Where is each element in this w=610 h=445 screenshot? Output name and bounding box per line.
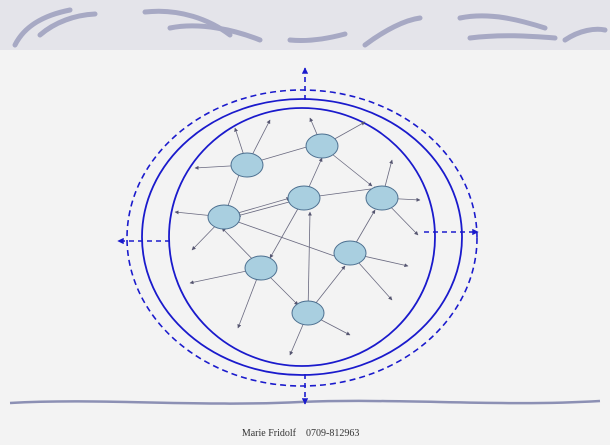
bottom-rule <box>9 399 601 405</box>
node <box>305 133 339 159</box>
expansion-arrows <box>117 67 479 405</box>
node <box>291 300 325 326</box>
inner-circle <box>168 107 436 367</box>
node <box>333 240 367 266</box>
flow-arrows <box>174 117 421 356</box>
node <box>207 204 241 230</box>
nodes <box>207 133 399 326</box>
outer-dashed-circle <box>126 89 478 387</box>
node <box>287 185 321 211</box>
footer-name: Marie Fridolf <box>242 428 297 439</box>
outer-circle <box>141 98 463 376</box>
node <box>365 185 399 211</box>
brush-strokes <box>12 7 608 48</box>
footer-phone: 0709-812963 <box>306 428 359 439</box>
node <box>230 152 264 178</box>
node <box>244 255 278 281</box>
